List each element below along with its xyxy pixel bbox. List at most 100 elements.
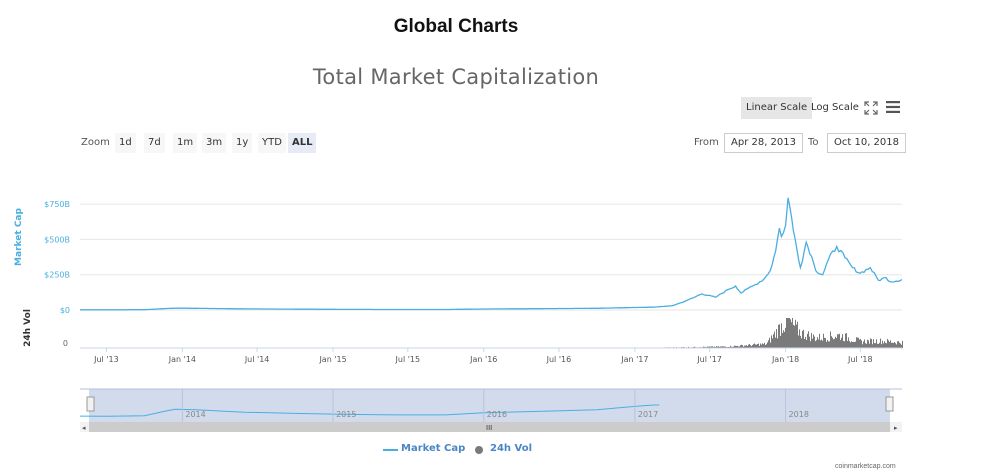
volume-bar xyxy=(833,339,834,348)
volume-bar xyxy=(889,341,890,348)
volume-bar xyxy=(739,346,740,348)
volume-bar xyxy=(807,333,808,348)
volume-bar xyxy=(864,339,865,348)
volume-bar xyxy=(883,343,884,348)
volume-bar xyxy=(828,341,829,348)
volume-bar xyxy=(859,339,860,348)
volume-bar xyxy=(763,344,764,348)
volume-bar xyxy=(752,345,753,348)
zoom-button-1m[interactable]: 1m xyxy=(173,133,198,153)
volume-bar xyxy=(842,334,843,348)
volume-bar xyxy=(758,343,759,348)
navigator-left-handle[interactable] xyxy=(86,396,95,412)
zoom-button-3m[interactable]: 3m xyxy=(202,133,227,153)
volume-bar xyxy=(723,346,724,348)
volume-bar xyxy=(854,342,855,348)
zoom-button-ytd[interactable]: YTD xyxy=(258,133,286,153)
volume-bar xyxy=(751,346,752,348)
volume-bar xyxy=(853,341,854,348)
scroll-left-arrow-icon[interactable]: ◂ xyxy=(82,424,86,432)
navigator-year-label: 2018 xyxy=(789,410,809,419)
volume-bar xyxy=(785,327,786,348)
volume-bar xyxy=(716,346,717,348)
volume-bar xyxy=(749,344,750,348)
volume-bar xyxy=(777,338,778,348)
volume-bar xyxy=(850,342,851,348)
volume-bar xyxy=(802,330,803,348)
scrollbar-thumb[interactable] xyxy=(89,422,890,432)
volume-bar xyxy=(731,346,732,348)
volume-bar xyxy=(769,337,770,348)
volume-bar xyxy=(710,346,711,348)
volume-bar xyxy=(881,344,882,348)
volume-bar xyxy=(753,344,754,348)
volume-bar xyxy=(801,338,802,348)
volume-bar xyxy=(747,346,748,348)
zoom-button-1d[interactable]: 1d xyxy=(115,133,136,153)
log-scale-button[interactable]: Log Scale xyxy=(811,102,859,113)
volume-bar xyxy=(887,339,888,348)
zoom-button-7d[interactable]: 7d xyxy=(144,133,165,153)
legend-24h-vol[interactable]: 24h Vol xyxy=(490,443,533,454)
volume-bar xyxy=(885,342,886,348)
volume-bar xyxy=(767,342,768,348)
volume-bar xyxy=(748,344,749,348)
volume-bar xyxy=(760,343,761,348)
volume-bar xyxy=(800,335,801,348)
volume-bar xyxy=(902,340,903,348)
volume-bar xyxy=(740,345,741,348)
navigator-right-handle[interactable] xyxy=(885,396,894,412)
x-tick-label: Jul '16 xyxy=(546,355,572,364)
volume-bar xyxy=(704,346,705,348)
volume-bar xyxy=(790,319,791,348)
volume-bar xyxy=(737,345,738,348)
navigator-selection[interactable] xyxy=(89,389,890,422)
volume-bar xyxy=(795,319,796,348)
from-date-input[interactable]: Apr 28, 2013 xyxy=(724,133,804,153)
volume-bar xyxy=(759,346,760,348)
zoom-button-all[interactable]: ALL xyxy=(288,133,317,153)
navigator-year-label: 2014 xyxy=(185,410,205,419)
x-tick-label: Jan '16 xyxy=(469,355,497,364)
volume-axis-title: 24h Vol xyxy=(23,309,33,347)
volume-bar xyxy=(703,346,704,348)
x-tick-label: Jul '14 xyxy=(244,355,270,364)
volume-bar xyxy=(867,339,868,348)
volume-bar xyxy=(866,343,867,348)
volume-bar xyxy=(834,338,835,348)
legend-market-cap-symbol-icon xyxy=(383,449,398,451)
volume-bar xyxy=(803,329,804,348)
linear-scale-button[interactable]: Linear Scale xyxy=(741,97,813,119)
volume-bar xyxy=(849,341,850,348)
volume-bar xyxy=(832,337,833,348)
expand-icon[interactable] xyxy=(864,101,878,115)
volume-bar xyxy=(789,318,790,348)
volume-bar xyxy=(823,333,824,348)
volume-bar xyxy=(793,324,794,348)
volume-bar xyxy=(764,342,765,348)
volume-bar xyxy=(733,346,734,348)
to-label: To xyxy=(808,137,819,148)
volume-bar xyxy=(781,323,782,348)
from-label: From xyxy=(694,137,719,148)
navigator-year-label: 2016 xyxy=(487,410,507,419)
volume-bar xyxy=(780,335,781,348)
to-date-input[interactable]: Oct 10, 2018 xyxy=(827,133,906,153)
scroll-right-arrow-icon[interactable]: ▸ xyxy=(894,424,898,432)
volume-bar xyxy=(879,342,880,348)
volume-bar xyxy=(717,346,718,348)
x-tick-label: Jan '14 xyxy=(168,355,196,364)
navigator-year-label: 2015 xyxy=(336,410,356,419)
volume-bar xyxy=(884,341,885,348)
volume-bar xyxy=(768,340,769,348)
volume-bar xyxy=(783,330,784,348)
legend-market-cap[interactable]: Market Cap xyxy=(401,443,466,454)
hamburger-menu-icon[interactable] xyxy=(885,100,901,114)
zoom-button-1y[interactable]: 1y xyxy=(232,133,253,153)
chart-title: Total Market Capitalization xyxy=(312,65,600,89)
volume-bar xyxy=(784,331,785,348)
volume-bar xyxy=(851,341,852,348)
volume-bars xyxy=(645,318,903,348)
volume-bar xyxy=(846,333,847,348)
